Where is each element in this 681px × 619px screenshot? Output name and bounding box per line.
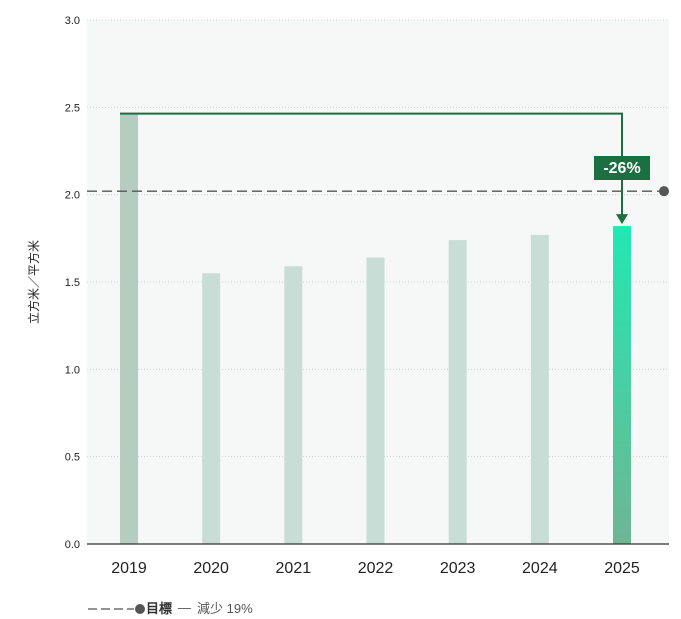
- x-tick-label: 2019: [111, 560, 147, 577]
- legend-label: 目標: [146, 601, 173, 616]
- reduction-badge: [594, 156, 650, 180]
- bar-2025: [613, 226, 631, 544]
- bars: [120, 112, 631, 544]
- bar-2024: [530, 234, 549, 544]
- bar-2021: [284, 266, 303, 544]
- x-axis-ticks: 2019 2020 2021 2022 2023 2024 2025: [111, 560, 640, 577]
- x-tick-label: 2020: [193, 560, 229, 577]
- bar-2022: [366, 257, 385, 544]
- reduction-arrow: [120, 112, 623, 217]
- x-tick-label: 2021: [276, 560, 312, 577]
- legend-separator: —: [178, 600, 192, 615]
- y-tick-label: 2.0: [65, 190, 80, 202]
- y-axis-ticks: 0.0 0.5 1.0 1.5 2.0 2.5 3.0: [65, 15, 80, 551]
- bar-2020: [202, 273, 221, 544]
- reduction-badge-text: -26%: [603, 160, 640, 177]
- y-axis-label: 立方米／平方米: [26, 240, 41, 324]
- target-dot: [659, 186, 669, 197]
- y-tick-label: 1.0: [65, 364, 80, 376]
- target-legend-symbol: [88, 603, 145, 614]
- y-tick-label: 0.0: [65, 539, 80, 551]
- x-tick-label: 2023: [440, 560, 476, 577]
- y-tick-label: 0.5: [65, 452, 80, 464]
- bar-2019: [120, 112, 138, 544]
- bar-2023: [448, 240, 467, 544]
- reduction-arrow-head: [616, 214, 628, 225]
- x-tick-label: 2022: [358, 560, 394, 577]
- y-tick-label: 1.5: [65, 277, 80, 289]
- legend-description: 減少 19%: [197, 601, 253, 616]
- y-tick-label: 3.0: [65, 15, 80, 27]
- x-tick-label: 2024: [522, 560, 558, 577]
- x-tick-label: 2025: [604, 560, 640, 577]
- legend: 目標 — 減少 19%: [88, 598, 253, 617]
- y-tick-label: 2.5: [65, 102, 80, 114]
